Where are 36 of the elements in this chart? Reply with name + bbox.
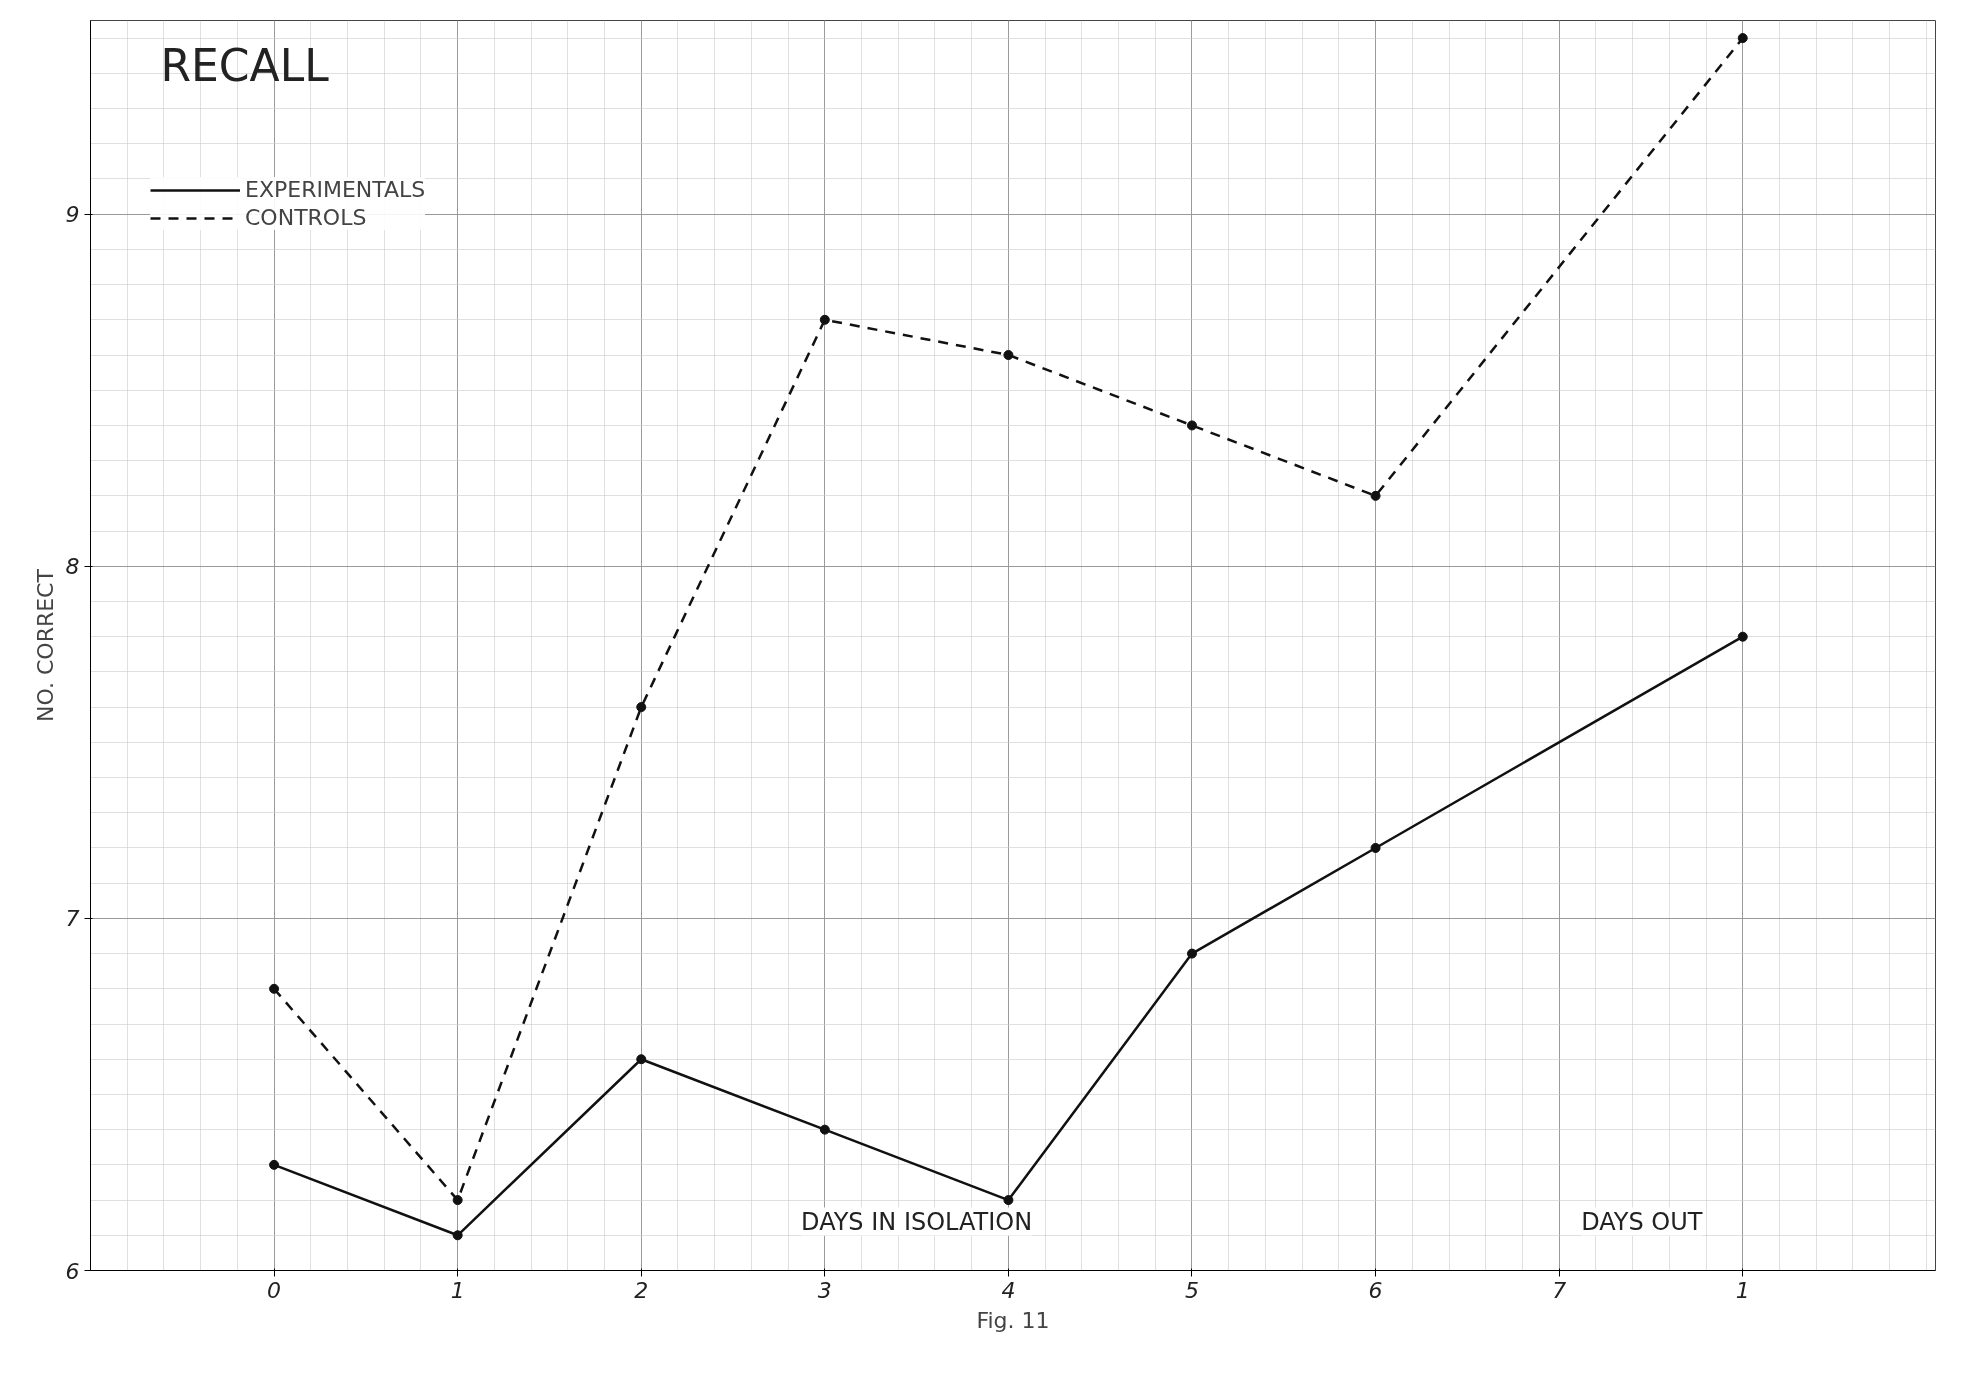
x-tick-label: 1: [1735, 1277, 1750, 1303]
legend-label: CONTROLS: [245, 205, 367, 230]
legend-label: EXPERIMENTALS: [245, 177, 426, 202]
x-tick-label: 5: [1184, 1277, 1199, 1303]
point: [636, 702, 647, 713]
point: [1737, 33, 1748, 44]
point: [1737, 631, 1748, 642]
point: [452, 1195, 463, 1206]
point: [1186, 420, 1197, 431]
point: [636, 1054, 647, 1065]
x-tick-label: 0: [267, 1277, 282, 1303]
annotation: DAYS IN ISOLATION: [801, 1207, 1033, 1236]
point: [1003, 1195, 1014, 1206]
point: [819, 314, 830, 325]
x-tick-label: 1: [450, 1277, 465, 1303]
point: [1003, 350, 1014, 360]
point: [1370, 490, 1381, 501]
y-tick-label: 8: [65, 554, 80, 580]
x-tick-label: 2: [634, 1277, 649, 1303]
annotation: DAYS OUT: [1581, 1207, 1703, 1236]
x-tick-label: 6: [1368, 1277, 1383, 1303]
point: [269, 1159, 280, 1170]
x-tick-label: 3: [817, 1277, 832, 1303]
point: [819, 1124, 830, 1135]
y-tick-label: 6: [65, 1258, 80, 1284]
caption: Fig. 11: [976, 1307, 1050, 1333]
x-tick-label: 7: [1552, 1277, 1567, 1303]
x-tick-label: 4: [1001, 1277, 1016, 1303]
y-axis-title: NO. CORRECT: [32, 568, 58, 722]
y-tick-label: 7: [65, 906, 80, 932]
text: RECALL: [160, 39, 330, 91]
point: [452, 1230, 463, 1241]
point: [1370, 842, 1381, 853]
point: [269, 983, 280, 994]
y-tick-label: 9: [65, 202, 80, 228]
point: [1186, 948, 1197, 959]
